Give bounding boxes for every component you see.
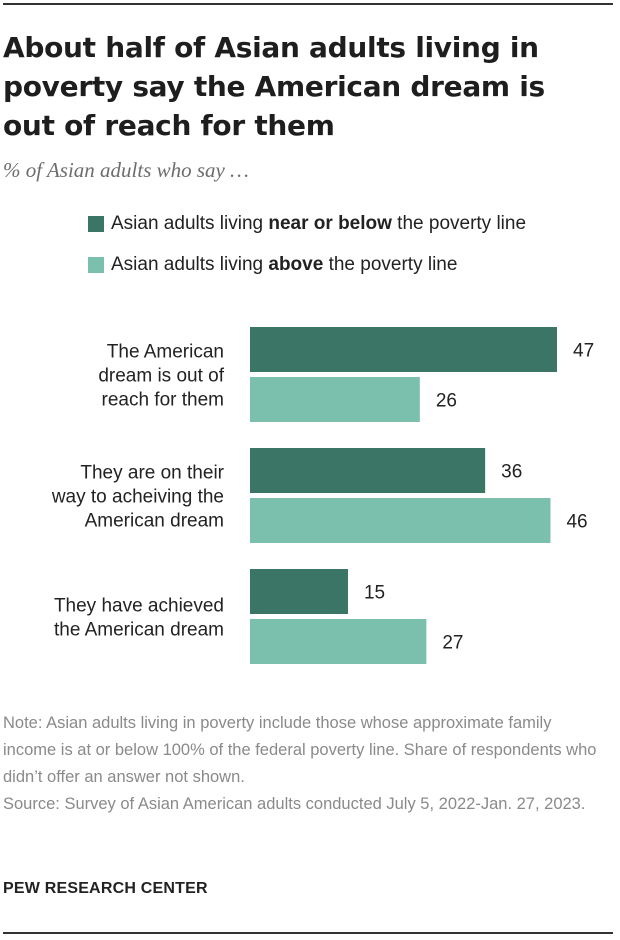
legend-label-above-poverty: Asian adults living above the poverty li… xyxy=(111,254,458,275)
legend-swatch-below-poverty xyxy=(88,216,104,232)
bottom-rule xyxy=(3,932,613,934)
category-label-line: American dream xyxy=(85,511,224,532)
bar xyxy=(250,448,486,493)
value-label: 26 xyxy=(436,391,457,412)
legend-label-below-poverty: Asian adults living near or below the po… xyxy=(111,213,527,234)
value-label: 36 xyxy=(501,462,522,483)
value-label: 15 xyxy=(364,583,385,604)
legend-item-below-poverty: Asian adults living near or below the po… xyxy=(88,210,526,238)
value-label: 47 xyxy=(573,341,594,362)
note-text: Note: Asian adults living in poverty inc… xyxy=(3,714,597,786)
category-label-line: way to acheiving the xyxy=(51,487,224,508)
legend: Asian adults living near or below the po… xyxy=(88,210,526,292)
category-label-line: dream is out of xyxy=(98,366,224,387)
bar xyxy=(250,619,427,664)
chart-title: About half of Asian adults living in pov… xyxy=(3,31,545,142)
category-label-line: They have achieved xyxy=(54,596,224,617)
value-label: 27 xyxy=(442,633,463,654)
top-rule xyxy=(3,3,613,5)
bar xyxy=(250,498,551,543)
value-label: 46 xyxy=(566,512,587,533)
chart-note: Note: Asian adults living in poverty inc… xyxy=(3,710,603,818)
chart-subtitle: % of Asian adults who say … xyxy=(3,158,249,182)
category-label-line: reach for them xyxy=(102,390,225,411)
category-label-line: They are on their xyxy=(80,463,224,484)
category-label-line: The American xyxy=(107,342,224,363)
bar-chart: The American dream is out of reach for the… xyxy=(51,327,594,664)
source-text: Source: Survey of Asian American adults … xyxy=(3,795,586,813)
bar xyxy=(250,327,557,372)
footer-credit: PEW RESEARCH CENTER xyxy=(3,880,208,897)
legend-swatch-above-poverty xyxy=(88,257,104,273)
bar xyxy=(250,377,420,422)
legend-item-above-poverty: Asian adults living above the poverty li… xyxy=(88,251,526,279)
category-label-line: the American dream xyxy=(54,620,224,641)
bar xyxy=(250,569,348,614)
